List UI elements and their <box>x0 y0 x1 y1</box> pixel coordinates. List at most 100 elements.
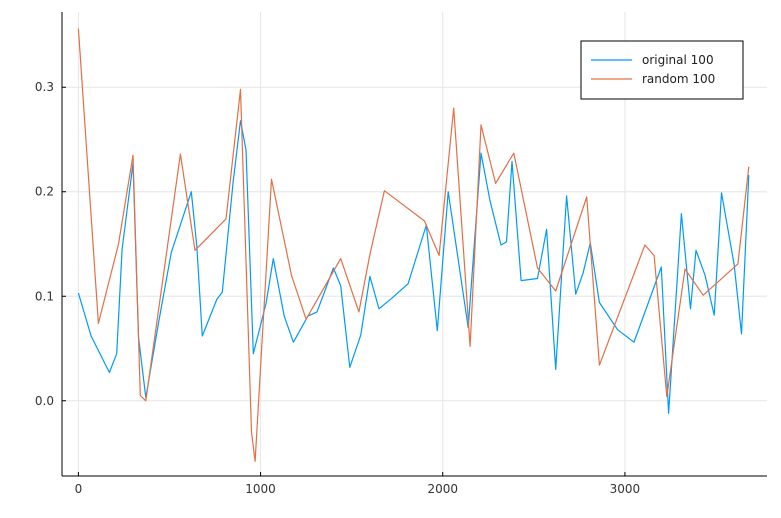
y-tick-label: 0.0 <box>35 394 54 408</box>
data-point-original <box>196 245 198 247</box>
data-point-random <box>254 461 256 463</box>
series-lines <box>77 28 750 463</box>
data-point-original <box>216 299 218 301</box>
data-point-original <box>378 308 380 310</box>
data-point-random <box>513 152 515 154</box>
data-point-random <box>240 89 242 91</box>
y-tick-label: 0.2 <box>35 185 54 199</box>
data-point-original <box>704 275 706 277</box>
data-point-original <box>555 369 557 371</box>
data-point-random <box>737 263 739 265</box>
data-point-original <box>733 264 735 266</box>
data-point-random <box>653 255 655 257</box>
data-point-original <box>713 314 715 316</box>
data-point-original <box>575 293 577 295</box>
data-point-original <box>349 367 351 369</box>
data-point-original <box>222 291 224 293</box>
data-point-original <box>668 413 670 415</box>
data-point-original <box>340 285 342 287</box>
data-point-original <box>489 200 491 202</box>
data-point-original <box>480 152 482 154</box>
data-point-original <box>253 353 255 355</box>
data-point-original <box>511 161 513 163</box>
data-point-original <box>369 276 371 278</box>
data-point-original <box>447 191 449 193</box>
data-point-original <box>265 303 267 305</box>
data-point-original <box>582 273 584 275</box>
data-point-random <box>118 243 120 245</box>
data-point-random <box>384 190 386 192</box>
data-point-random <box>358 311 360 313</box>
data-point-random <box>495 183 497 185</box>
data-point-random <box>453 107 455 109</box>
data-point-original <box>202 335 204 337</box>
data-point-original <box>537 278 539 280</box>
data-point-random <box>78 28 80 30</box>
axes <box>61 12 767 477</box>
data-point-original <box>407 283 409 285</box>
data-point-random <box>145 400 147 402</box>
legend-box <box>580 40 744 100</box>
data-point-original <box>316 311 318 313</box>
data-point-original <box>121 248 123 250</box>
data-point-original <box>695 250 697 252</box>
x-tick-label: 1000 <box>245 482 276 496</box>
data-point-random <box>684 268 686 270</box>
data-point-random <box>586 196 588 198</box>
series-line-original <box>77 120 750 414</box>
data-point-original <box>391 298 393 300</box>
data-point-random <box>340 258 342 260</box>
data-point-random <box>369 254 371 256</box>
data-point-original <box>721 192 723 194</box>
data-point-random <box>424 220 426 222</box>
data-point-original <box>109 372 111 374</box>
data-point-random <box>438 255 440 257</box>
data-point-original <box>273 258 275 260</box>
data-point-random <box>666 396 668 398</box>
data-point-random <box>98 323 100 325</box>
x-ticks: 0 1000 2000 3000 <box>75 472 641 496</box>
data-point-original <box>506 241 508 243</box>
y-tick-label: 0.1 <box>35 289 54 303</box>
data-point-random <box>644 244 646 246</box>
data-point-random <box>251 431 253 433</box>
legend-label-random: random 100 <box>642 72 715 86</box>
data-point-original <box>599 302 601 304</box>
x-tick-label: 2000 <box>427 482 458 496</box>
data-point-original <box>232 181 234 183</box>
x-tick-label: 0 <box>75 482 83 496</box>
data-point-original <box>158 322 160 324</box>
data-point-random <box>291 275 293 277</box>
data-point-random <box>748 166 750 168</box>
legend-label-original: original 100 <box>642 53 714 67</box>
data-point-original <box>690 308 692 310</box>
data-point-original <box>293 341 295 343</box>
data-point-original <box>520 280 522 282</box>
data-point-random <box>469 346 471 348</box>
data-point-random <box>555 290 557 292</box>
series-line-random <box>77 28 750 462</box>
data-point-original <box>617 329 619 331</box>
data-point-original <box>90 335 92 337</box>
data-point-original <box>661 266 663 268</box>
legend: original 100 random 100 <box>580 40 744 100</box>
data-point-random <box>599 364 601 366</box>
data-point-random <box>140 395 142 397</box>
data-point-random <box>537 267 539 269</box>
data-point-original <box>681 213 683 215</box>
data-point-original <box>116 353 118 355</box>
data-point-original <box>546 229 548 231</box>
x-tick-label: 3000 <box>610 482 641 496</box>
y-ticks: 0.0 0.1 0.2 0.3 <box>35 80 66 408</box>
data-point-random <box>271 178 273 180</box>
data-point-original <box>437 330 439 332</box>
data-point-original <box>78 292 80 294</box>
data-point-original <box>633 341 635 343</box>
data-point-original <box>171 252 173 254</box>
data-point-original <box>500 244 502 246</box>
data-point-original <box>741 333 743 335</box>
data-point-original <box>566 195 568 197</box>
data-point-random <box>225 218 227 220</box>
data-point-original <box>245 149 247 151</box>
